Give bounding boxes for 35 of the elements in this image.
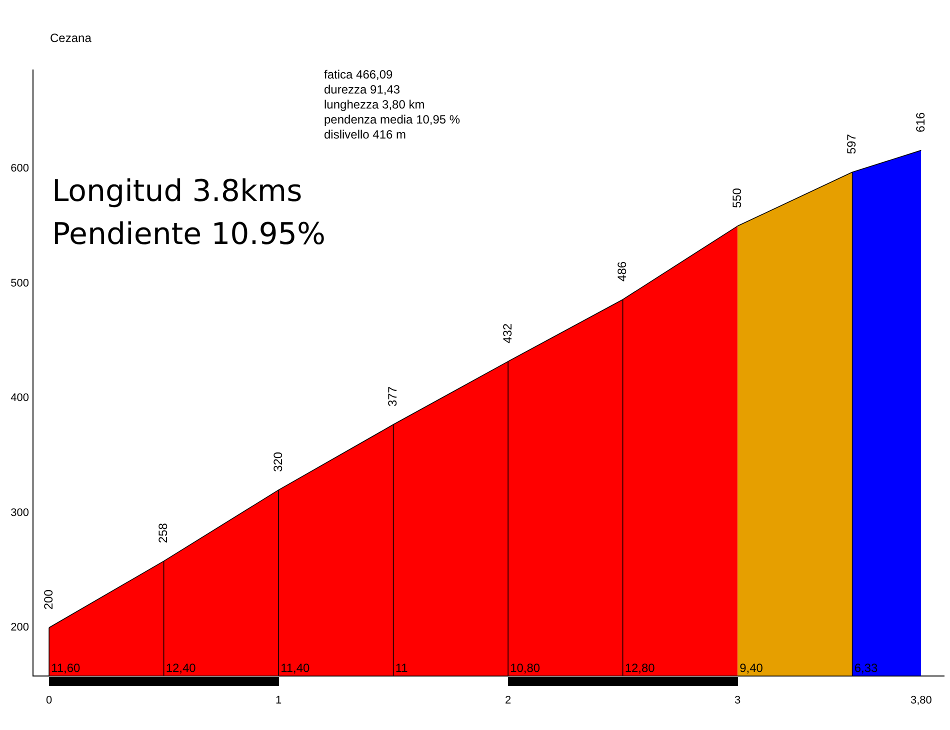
- annotation: dislivello 416 m: [324, 127, 406, 142]
- x-tick-label: 3,80: [910, 694, 932, 706]
- chart-title: Cezana: [50, 31, 92, 45]
- annotation: pendenza media 10,95 %: [324, 112, 460, 126]
- data-label: 432: [500, 323, 514, 344]
- data-label: 200: [41, 589, 56, 610]
- data-label: 597: [844, 134, 859, 154]
- annotation: 12,80: [624, 661, 656, 676]
- annotation: 9,40: [740, 661, 764, 676]
- annotation: lunghezza 3,80 km: [324, 97, 425, 112]
- annotation: 11: [395, 661, 408, 676]
- annotation: 12,40: [166, 661, 196, 676]
- x-tick-label: 2: [505, 694, 512, 706]
- y-tick-label: 500: [10, 277, 29, 290]
- data-label: 616: [913, 112, 928, 132]
- data-label: 550: [730, 188, 744, 208]
- y-tick-label: 300: [10, 506, 29, 519]
- annotation: 11,60: [51, 661, 81, 676]
- annotation: Pendiente 10.95%: [52, 216, 326, 252]
- annotation: 10,80: [510, 661, 540, 676]
- data-label: 377: [386, 386, 400, 407]
- annotation: Longitud 3.8kms: [52, 174, 302, 209]
- y-tick-label: 400: [10, 392, 29, 404]
- x-tick-label: 1: [276, 694, 282, 706]
- y-tick-label: 200: [10, 622, 29, 634]
- annotation: 11,40: [280, 661, 310, 676]
- data-label: 320: [270, 452, 285, 472]
- x-tick-label: 3: [734, 694, 741, 706]
- annotation: durezza 91,43: [324, 82, 400, 96]
- data-label: 258: [156, 522, 170, 544]
- y-tick-label: 600: [10, 162, 29, 175]
- annotation: fatica 466,09: [324, 67, 394, 82]
- data-label: 486: [615, 261, 630, 282]
- annotation: 6,33: [854, 661, 878, 676]
- x-tick-label: 0: [46, 694, 52, 706]
